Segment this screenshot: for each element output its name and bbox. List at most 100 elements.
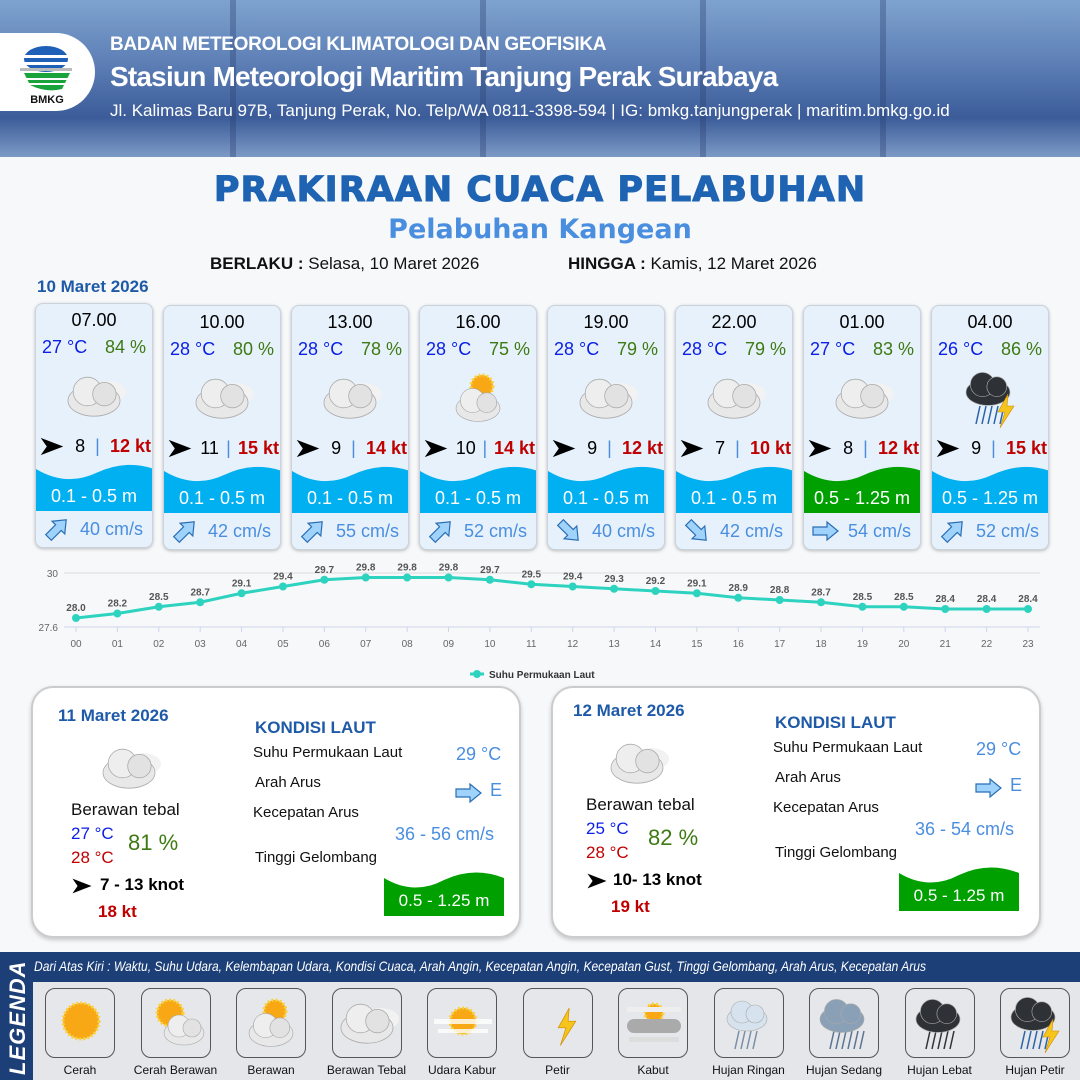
data-label: 28.5 bbox=[853, 592, 873, 603]
current-speed: 55 cm/s bbox=[336, 521, 400, 541]
data-point bbox=[444, 573, 453, 582]
current-direction-northeast-icon bbox=[298, 518, 328, 549]
wave-height-label: Tinggi Gelombang bbox=[255, 849, 378, 866]
data-point bbox=[320, 575, 329, 584]
wind-direction-icon bbox=[551, 438, 577, 459]
wind-info: 9 | 14 kt bbox=[295, 436, 407, 460]
x-tick-label: 15 bbox=[691, 639, 703, 650]
x-tick-label: 10 bbox=[484, 639, 496, 650]
wave-shape bbox=[292, 466, 408, 513]
data-label: 28.4 bbox=[1018, 594, 1038, 605]
gust-speed: 15 kt bbox=[237, 438, 279, 458]
wind-speed: 9 bbox=[331, 438, 342, 458]
current-direction-southeast-icon bbox=[554, 518, 584, 549]
gust-speed: 15 kt bbox=[1005, 438, 1047, 458]
current-speed: 40 cm/s bbox=[592, 521, 656, 541]
day-date: 11 Maret 2026 bbox=[58, 706, 169, 725]
wave-height: 0.1 - 0.5 m bbox=[178, 488, 266, 508]
data-label: 28.4 bbox=[977, 594, 997, 605]
wind-info: 8 | 12 kt bbox=[807, 436, 919, 460]
forecast-date: 10 Maret 2026 bbox=[37, 277, 149, 296]
current-info: 40 cm/s bbox=[554, 518, 664, 544]
hujan-petir-icon bbox=[956, 364, 1026, 429]
data-point bbox=[485, 575, 494, 584]
data-point bbox=[817, 598, 826, 607]
x-tick-label: 23 bbox=[1022, 639, 1034, 650]
organization-name: BADAN METEOROLOGI KLIMATOLOGI DAN GEOFIS… bbox=[110, 34, 607, 55]
berawan-icon bbox=[236, 988, 306, 1058]
legend-item-label: Berawan Tebal bbox=[326, 1063, 407, 1077]
data-point bbox=[237, 589, 246, 598]
sst-label: Suhu Permukaan Laut bbox=[253, 744, 403, 761]
wind-direction-icon bbox=[71, 877, 93, 895]
forecast-time: 01.00 bbox=[839, 312, 885, 332]
humidity: 79 % bbox=[616, 339, 658, 359]
forecast-card: 07.00 27 °C 84 % 8 | 12 kt 0.1 - 0.5 m 4… bbox=[35, 303, 153, 548]
berawan-tebal-icon bbox=[603, 729, 673, 804]
data-point bbox=[278, 582, 287, 591]
data-label: 28.8 bbox=[770, 585, 790, 596]
x-tick-label: 11 bbox=[526, 639, 537, 650]
weather-description: Berawan tebal bbox=[586, 795, 695, 814]
valid-from-value: Selasa, 10 Maret 2026 bbox=[308, 254, 480, 273]
data-label: 28.5 bbox=[894, 592, 914, 603]
min-temperature: 25 °C bbox=[586, 819, 629, 838]
data-label: 29.4 bbox=[563, 572, 583, 583]
current-direction-northeast-icon bbox=[42, 516, 72, 547]
data-point bbox=[651, 587, 660, 595]
current-direction-east-icon bbox=[810, 518, 840, 549]
data-point bbox=[196, 598, 205, 607]
current-speed: 42 cm/s bbox=[208, 521, 272, 541]
hujan-sedang-icon bbox=[809, 988, 879, 1058]
data-point bbox=[403, 573, 412, 582]
x-tick-label: 16 bbox=[733, 639, 745, 650]
separator: | bbox=[991, 438, 996, 458]
wind-speed: 8 bbox=[75, 436, 86, 456]
data-label: 28.7 bbox=[190, 587, 210, 598]
berawan-tebal-icon bbox=[316, 364, 386, 424]
wind-speed: 10 bbox=[455, 438, 476, 458]
wind-direction-icon bbox=[679, 438, 705, 459]
air-temperature: 27 °C bbox=[42, 337, 88, 357]
berawan-tebal-icon bbox=[188, 364, 258, 424]
gust-speed: 19 kt bbox=[611, 897, 650, 916]
legend-description: Dari Atas Kiri : Waktu, Suhu Udara, Kele… bbox=[34, 958, 927, 974]
wind-info: 7 | 10 kt bbox=[679, 436, 791, 460]
wind-info: 11 | 15 kt bbox=[167, 436, 279, 460]
bmkg-logo: BMKG bbox=[0, 33, 95, 111]
x-tick-label: 13 bbox=[609, 639, 621, 650]
data-point bbox=[1024, 605, 1032, 613]
wind-speed: 9 bbox=[971, 438, 982, 458]
legend-item-label: Kabut bbox=[637, 1063, 669, 1077]
data-label: 28.0 bbox=[66, 603, 86, 614]
wave-shape bbox=[899, 867, 1019, 911]
forecast-time: 13.00 bbox=[327, 312, 373, 332]
x-tick-label: 17 bbox=[774, 639, 786, 650]
current-info: 42 cm/s bbox=[682, 518, 792, 544]
data-label: 28.7 bbox=[811, 587, 831, 598]
gust-speed: 12 kt bbox=[109, 436, 151, 456]
wind-info: 9 | 15 kt bbox=[935, 436, 1047, 460]
x-tick-label: 08 bbox=[402, 639, 414, 650]
data-label: 29.7 bbox=[480, 565, 500, 576]
forecast-time: 07.00 bbox=[71, 310, 117, 330]
legend-item-label: Cerah Berawan bbox=[133, 1063, 218, 1077]
legend-item-label: Petir bbox=[545, 1063, 570, 1077]
banner-window-frame bbox=[700, 0, 706, 157]
current-direction-east-icon bbox=[453, 780, 483, 811]
x-tick-label: 14 bbox=[650, 639, 662, 650]
forecast-time: 04.00 bbox=[967, 312, 1013, 332]
current-info: 54 cm/s bbox=[810, 518, 920, 544]
petir-icon bbox=[522, 988, 593, 1058]
cerah-berawan-icon bbox=[140, 988, 211, 1058]
gust-speed: 18 kt bbox=[98, 902, 137, 921]
gust-speed: 10 kt bbox=[749, 438, 791, 458]
banner-window-frame bbox=[480, 0, 486, 157]
legend-item-label: Hujan Ringan bbox=[712, 1063, 785, 1077]
x-tick-label: 12 bbox=[567, 639, 579, 650]
wind-direction-icon bbox=[423, 438, 449, 459]
data-label: 29.7 bbox=[315, 565, 335, 576]
wave-shape bbox=[36, 464, 152, 511]
humidity: 86 % bbox=[1000, 339, 1042, 359]
data-point bbox=[72, 614, 80, 622]
